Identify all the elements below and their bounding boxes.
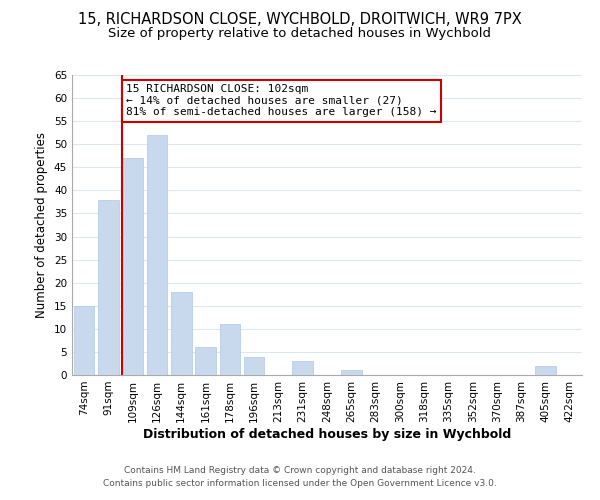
- Bar: [74, 306, 94, 375]
- Y-axis label: Number of detached properties: Number of detached properties: [35, 132, 49, 318]
- Text: 15, RICHARDSON CLOSE, WYCHBOLD, DROITWICH, WR9 7PX: 15, RICHARDSON CLOSE, WYCHBOLD, DROITWIC…: [78, 12, 522, 28]
- X-axis label: Distribution of detached houses by size in Wychbold: Distribution of detached houses by size …: [143, 428, 511, 440]
- Bar: [171, 292, 191, 375]
- Bar: [98, 200, 119, 375]
- Bar: [220, 324, 240, 375]
- Bar: [195, 348, 216, 375]
- Text: 15 RICHARDSON CLOSE: 102sqm
← 14% of detached houses are smaller (27)
81% of sem: 15 RICHARDSON CLOSE: 102sqm ← 14% of det…: [126, 84, 437, 117]
- Text: Size of property relative to detached houses in Wychbold: Size of property relative to detached ho…: [109, 28, 491, 40]
- Bar: [292, 361, 313, 375]
- Bar: [146, 135, 167, 375]
- Bar: [341, 370, 362, 375]
- Bar: [535, 366, 556, 375]
- Bar: [244, 356, 265, 375]
- Bar: [122, 158, 143, 375]
- Text: Contains HM Land Registry data © Crown copyright and database right 2024.
Contai: Contains HM Land Registry data © Crown c…: [103, 466, 497, 487]
